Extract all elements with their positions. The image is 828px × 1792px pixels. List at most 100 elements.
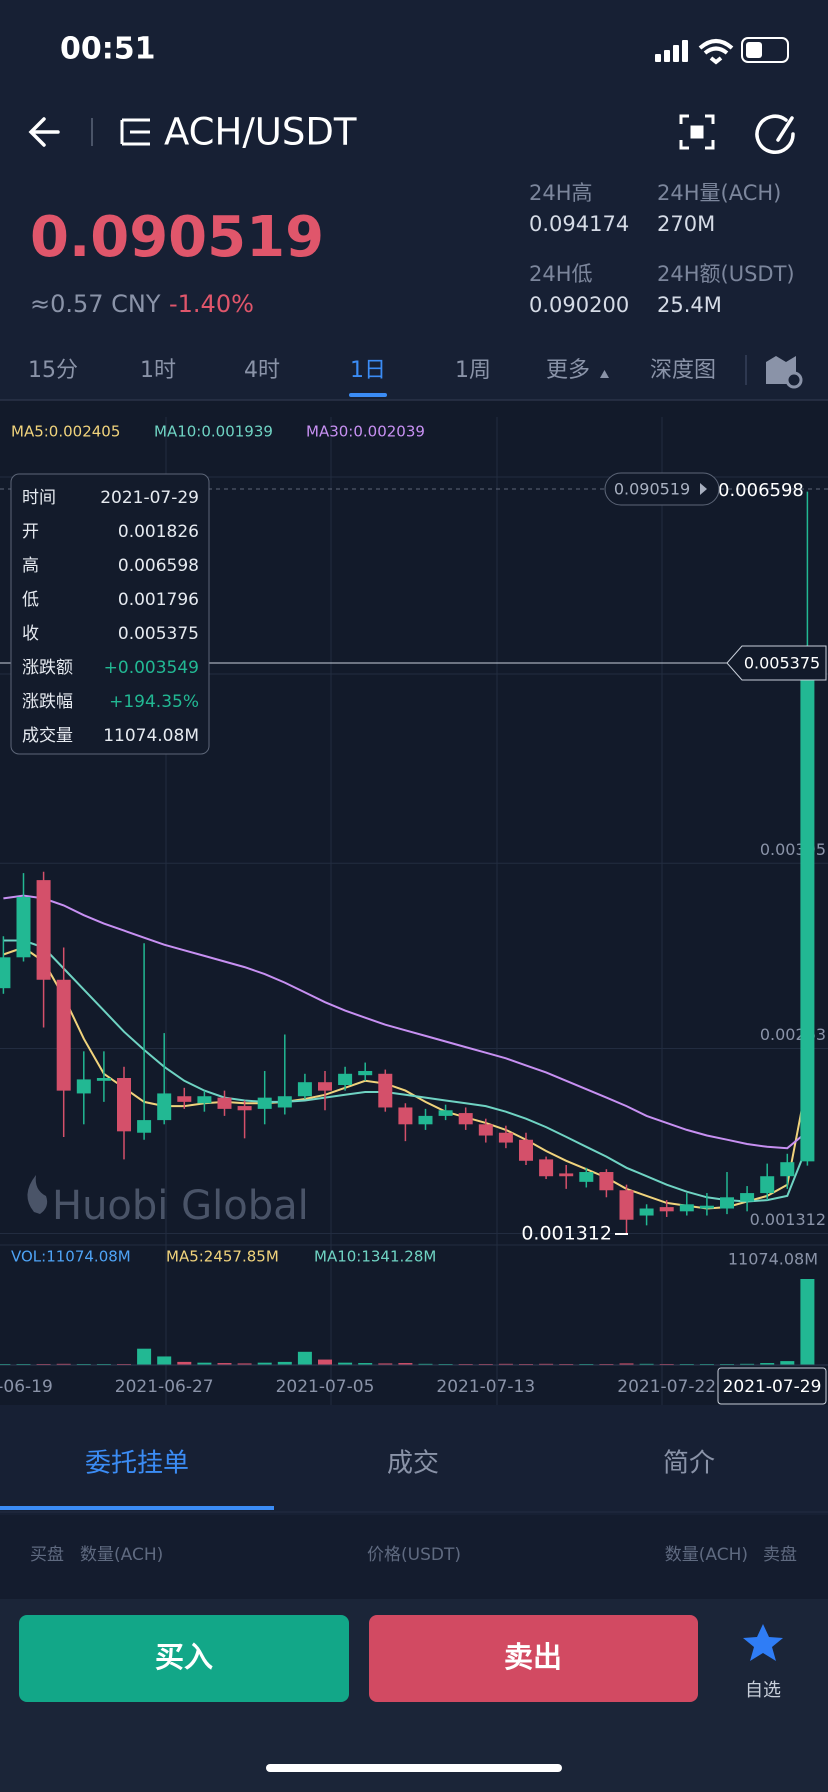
volume-bar <box>740 1363 755 1365</box>
tooltip-label: 涨跌额 <box>22 658 73 678</box>
candle-body <box>137 1120 152 1133</box>
battery-icon <box>741 37 789 63</box>
active-underline <box>349 393 387 397</box>
candle-body <box>16 896 31 958</box>
candle-body <box>619 1190 634 1220</box>
interval-tab[interactable]: 深度图 <box>650 358 716 383</box>
x-tick-label: 2021-06-27 <box>115 1377 214 1397</box>
ma-line <box>3 946 809 1210</box>
last-price: 0.090519 <box>30 205 324 270</box>
tooltip-value: 0.005375 <box>118 624 199 644</box>
ma-label: MA30:0.002039 <box>306 423 425 441</box>
candle-body <box>96 1077 111 1081</box>
x-tick-label: 2021-07-13 <box>436 1377 535 1397</box>
tooltip-value: 2021-07-29 <box>100 488 199 508</box>
volume-bar <box>197 1362 212 1365</box>
interval-tab[interactable]: 15分 <box>28 358 78 383</box>
tab-underline <box>0 1506 274 1510</box>
stat-label: 24H量(ACH) <box>657 181 781 205</box>
order-book-header: 买盘 数量(ACH) 价格(USDT) 数量(ACH) 卖盘 <box>30 1545 797 1565</box>
stat-label: 24H高 <box>529 181 593 205</box>
volume-label: MA5:2457.85M <box>166 1248 279 1266</box>
volume-bar <box>639 1363 654 1365</box>
crosshair-value: 0.005375 <box>744 654 820 673</box>
tooltip-value: 0.006598 <box>118 556 199 576</box>
buy-button[interactable] <box>19 1615 349 1702</box>
tooltip-value: 0.001826 <box>118 522 199 542</box>
sell-button[interactable] <box>369 1615 698 1702</box>
stat-label: 24H低 <box>529 262 593 286</box>
ma-line <box>3 939 809 1203</box>
scan-icon[interactable] <box>679 114 715 150</box>
wifi-icon <box>698 39 734 65</box>
y-tick-label: 0.00263 <box>760 1025 826 1044</box>
y-tick-label: 0.00395 <box>760 840 826 859</box>
bottom-tabs: 委托挂单 成交 简介 <box>85 1449 715 1479</box>
volume-bar <box>338 1362 353 1365</box>
cny-price: ≈0.57 CNY <box>30 290 161 318</box>
candle-body <box>498 1132 513 1143</box>
tooltip-label: 开 <box>22 522 39 542</box>
settings-gear <box>785 371 803 389</box>
current-price-tag-text: 0.090519 <box>614 480 690 499</box>
candle-body <box>579 1172 594 1182</box>
bottom-tab[interactable]: 成交 <box>387 1449 439 1479</box>
candle-body <box>318 1082 332 1091</box>
tooltip-label: 成交量 <box>22 726 73 746</box>
tooltip-value: +194.35% <box>109 692 199 712</box>
bottom-tab-active[interactable]: 委托挂单 <box>85 1449 189 1479</box>
volume-bar <box>539 1363 554 1365</box>
top-bg <box>0 0 828 400</box>
tooltip: 时间 2021-07-29 开 0.001826 高 0.006598 低 0.001796 收… <box>10 473 210 755</box>
volume-bar <box>257 1362 272 1365</box>
candle-body <box>398 1107 413 1125</box>
volume-bar <box>157 1356 172 1365</box>
volume-bar <box>619 1363 634 1365</box>
candle-body <box>237 1106 252 1111</box>
refresh-icon[interactable] <box>755 114 795 154</box>
x-tick-label: 2021-07-05 <box>276 1377 375 1397</box>
candle-body <box>418 1115 433 1125</box>
volume-bar <box>217 1363 232 1365</box>
candle-body <box>277 1096 292 1108</box>
candle-body <box>217 1097 232 1109</box>
volume-label: VOL:11074.08M <box>11 1248 131 1266</box>
menu-icon[interactable] <box>120 118 150 146</box>
stat-label: 24H额(USDT) <box>657 262 795 286</box>
sell-label: 卖出 <box>504 1640 562 1674</box>
interval-tab[interactable]: 1周 <box>455 358 491 383</box>
column-header: 价格(USDT) <box>367 1545 461 1565</box>
volume-bar <box>378 1363 393 1365</box>
interval-tab-active[interactable]: 1日 <box>350 358 386 383</box>
crosshair-tag <box>726 645 827 681</box>
volume-bar <box>56 1363 71 1365</box>
bottom-tab[interactable]: 简介 <box>663 1449 715 1479</box>
candle-body <box>639 1208 654 1216</box>
volume-bar <box>760 1363 775 1365</box>
volume-bar <box>237 1363 252 1365</box>
favorite-label: 自选 <box>745 1680 781 1701</box>
back-button[interactable] <box>28 117 60 147</box>
interval-tab[interactable]: 更多 <box>546 358 590 383</box>
candle-body <box>297 1082 312 1097</box>
candle-body <box>699 1205 714 1209</box>
interval-tab[interactable]: 1时 <box>140 358 176 383</box>
date-highlight <box>717 1367 827 1405</box>
volume-bar <box>297 1351 312 1365</box>
stat-value: 0.094174 <box>529 212 629 236</box>
pair-title: ACH/USDT <box>164 111 357 154</box>
candle-body <box>599 1172 614 1191</box>
volume-bar <box>498 1363 513 1365</box>
tooltip-box <box>10 473 210 755</box>
interval-tab[interactable]: 4时 <box>244 358 280 383</box>
interval-tabs: 15分 1时 4时 1日 1周 更多 深度图 <box>28 358 716 383</box>
signal-icon <box>655 40 688 62</box>
tag-arrow <box>700 483 707 495</box>
x-tick-label: 2021-06-19 <box>0 1377 53 1397</box>
favorite-star[interactable] <box>743 1624 783 1661</box>
ma-label: MA10:0.001939 <box>154 423 273 441</box>
candle-body <box>760 1176 775 1194</box>
battery-level <box>746 42 762 58</box>
tabs-bg <box>0 1405 828 1515</box>
